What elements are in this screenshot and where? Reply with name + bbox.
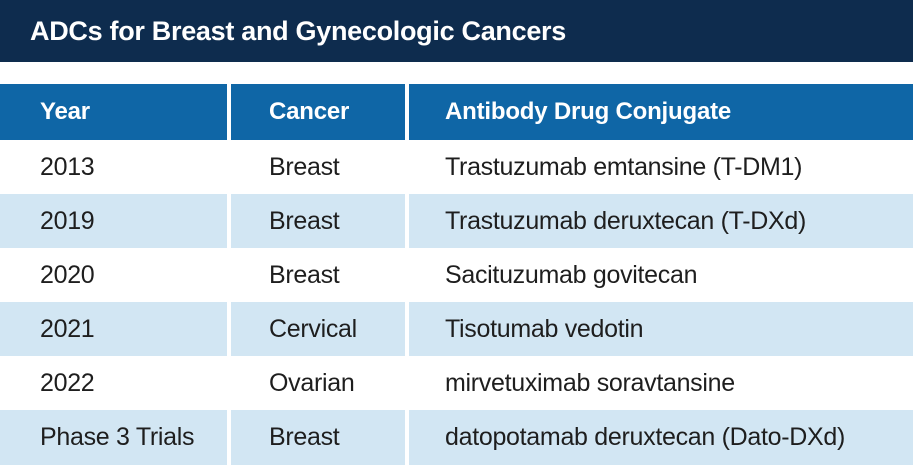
year-cell: 2022 xyxy=(0,356,227,410)
year-cell: 2021 xyxy=(0,302,227,356)
year-cell: Phase 3 Trials xyxy=(0,410,227,465)
column-header-adc: Antibody Drug Conjugate xyxy=(409,84,913,140)
cancer-cell: Breast xyxy=(231,410,405,465)
adc-cell: datopotamab deruxtecan (Dato-DXd) xyxy=(409,410,913,465)
adc-cell: Trastuzumab deruxtecan (T-DXd) xyxy=(409,194,913,248)
adc-cell: Tisotumab vedotin xyxy=(409,302,913,356)
cancer-cell: Breast xyxy=(231,194,405,248)
adc-cell: Trastuzumab emtansine (T-DM1) xyxy=(409,140,913,194)
adc-table: Year Cancer Antibody Drug Conjugate 2013… xyxy=(0,84,913,465)
cancer-cell: Ovarian xyxy=(231,356,405,410)
page-title: ADCs for Breast and Gynecologic Cancers xyxy=(30,15,566,46)
year-cell: 2019 xyxy=(0,194,227,248)
adc-cell: mirvetuximab soravtansine xyxy=(409,356,913,410)
column-header-year: Year xyxy=(0,84,227,140)
adc-cell: Sacituzumab govitecan xyxy=(409,248,913,302)
year-cell: 2020 xyxy=(0,248,227,302)
cancer-cell: Cervical xyxy=(231,302,405,356)
year-cell: 2013 xyxy=(0,140,227,194)
cancer-cell: Breast xyxy=(231,248,405,302)
title-bar: ADCs for Breast and Gynecologic Cancers xyxy=(0,0,913,62)
cancer-cell: Breast xyxy=(231,140,405,194)
column-header-cancer: Cancer xyxy=(231,84,405,140)
